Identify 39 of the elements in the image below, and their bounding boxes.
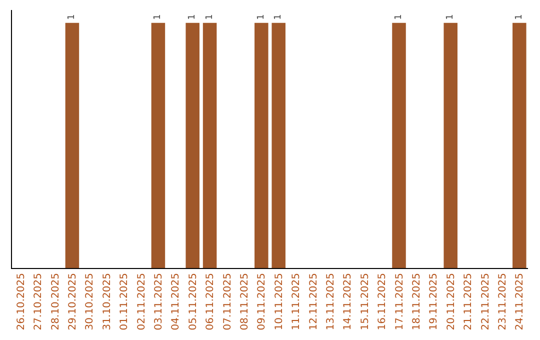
x-tick-label: 31.10.2025 — [102, 273, 113, 330]
data-label: 1 — [446, 14, 456, 20]
x-tick-label: 26.10.2025 — [16, 273, 27, 330]
x-tick-label: 17.11.2025 — [394, 273, 406, 330]
x-tick-label: 22.11.2025 — [480, 273, 492, 330]
x-tick-label: 29.10.2025 — [67, 273, 78, 330]
x-tick-label: 21.11.2025 — [463, 273, 474, 330]
x-tick-label: 30.10.2025 — [84, 273, 96, 330]
x-tick-label: 09.11.2025 — [256, 273, 268, 330]
x-tick-label: 05.11.2025 — [188, 273, 199, 330]
data-label: 1 — [67, 14, 78, 20]
x-tick-label: 16.11.2025 — [377, 273, 388, 330]
x-tick-label: 19.11.2025 — [428, 273, 440, 330]
data-label: 1 — [256, 14, 266, 20]
x-tick-label: 08.11.2025 — [239, 273, 250, 330]
x-tick-label: 18.11.2025 — [411, 273, 422, 330]
x-tick-label: 01.11.2025 — [119, 273, 130, 330]
data-label: 1 — [394, 14, 404, 20]
x-tick-label: 03.11.2025 — [153, 273, 164, 330]
x-tick-label: 02.11.2025 — [136, 273, 148, 330]
x-tick-label: 28.10.2025 — [50, 273, 62, 330]
data-label: 1 — [514, 14, 524, 20]
x-tick-label: 04.11.2025 — [170, 273, 182, 330]
x-tick-label: 24.11.2025 — [514, 273, 526, 330]
x-tick-label: 11.11.2025 — [291, 273, 302, 330]
x-tick-label: 10.11.2025 — [274, 273, 285, 330]
x-tick-label: 07.11.2025 — [222, 273, 234, 330]
data-label: 1 — [188, 14, 198, 20]
x-tick-label: 13.11.2025 — [325, 273, 336, 330]
x-tick-label: 12.11.2025 — [308, 273, 320, 330]
data-label: 1 — [153, 14, 164, 20]
x-tick-label: 06.11.2025 — [205, 273, 216, 330]
data-label: 1 — [274, 14, 284, 20]
x-tick-label: 23.11.2025 — [497, 273, 508, 330]
data-label: 1 — [204, 14, 215, 20]
x-tick-label: 14.11.2025 — [342, 273, 354, 330]
x-tick-label: 27.10.2025 — [33, 273, 44, 330]
x-tick-label: 15.11.2025 — [360, 273, 371, 330]
x-tick-label: 20.11.2025 — [446, 273, 457, 330]
